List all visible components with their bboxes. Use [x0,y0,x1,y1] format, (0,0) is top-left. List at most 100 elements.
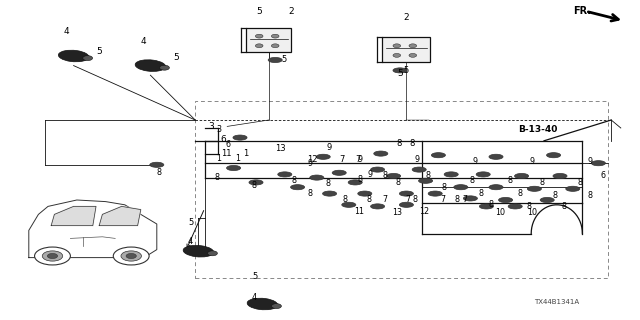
Text: 8: 8 [508,176,513,185]
Text: 8: 8 [413,196,418,204]
Ellipse shape [374,151,388,156]
Ellipse shape [566,186,580,191]
Text: B-13-40: B-13-40 [518,125,558,134]
Text: 8: 8 [562,202,567,211]
Text: 10: 10 [527,208,537,217]
Ellipse shape [489,185,503,190]
Text: 10: 10 [495,208,505,217]
Ellipse shape [454,185,468,190]
Text: 5: 5 [96,47,102,56]
Ellipse shape [489,154,503,159]
Ellipse shape [183,245,214,257]
Ellipse shape [527,186,541,191]
Ellipse shape [591,161,605,166]
Text: 6: 6 [600,172,605,180]
Circle shape [121,251,141,261]
Ellipse shape [399,191,413,196]
Circle shape [255,34,263,38]
Text: 8: 8 [578,178,583,187]
Ellipse shape [444,172,458,177]
Polygon shape [51,206,96,226]
Text: 7: 7 [463,196,468,204]
Text: 4: 4 [188,237,193,246]
Text: 8: 8 [517,189,522,198]
Text: 1: 1 [243,149,248,158]
Ellipse shape [399,202,413,207]
Ellipse shape [247,298,278,310]
Text: 12: 12 [419,207,429,216]
Ellipse shape [371,167,385,172]
Ellipse shape [227,165,241,171]
Ellipse shape [342,202,356,207]
Text: TX44B1341A: TX44B1341A [534,300,580,305]
Text: 3: 3 [216,125,221,134]
Circle shape [42,251,63,261]
Circle shape [393,53,401,57]
Ellipse shape [431,153,445,158]
Ellipse shape [499,197,513,203]
Text: 4: 4 [252,293,257,302]
Circle shape [409,53,417,57]
Ellipse shape [358,191,372,196]
Ellipse shape [323,191,337,196]
Text: 8: 8 [252,181,257,190]
Text: 8: 8 [396,178,401,187]
Text: 9: 9 [307,159,312,168]
Ellipse shape [291,185,305,190]
Text: 8: 8 [367,196,372,204]
Text: 5: 5 [173,53,179,62]
Text: 5: 5 [403,66,408,75]
Text: 11: 11 [354,207,364,216]
Ellipse shape [58,50,89,62]
Text: 8: 8 [540,178,545,187]
Text: 5: 5 [282,55,287,65]
Text: 8: 8 [410,140,415,148]
Text: 8: 8 [342,196,348,204]
Text: 4: 4 [141,37,147,46]
Text: 9: 9 [588,157,593,166]
Circle shape [159,65,170,70]
Bar [195,101,608,278]
Text: 11: 11 [221,149,231,158]
Ellipse shape [348,180,362,185]
Ellipse shape [316,154,330,159]
Text: 8: 8 [552,191,557,200]
Text: 5: 5 [189,218,194,227]
Text: 5: 5 [397,69,403,78]
Ellipse shape [547,153,561,158]
Ellipse shape [508,204,522,209]
Text: 13: 13 [392,208,403,217]
Text: 8: 8 [157,168,162,177]
Text: 8: 8 [488,200,493,209]
Circle shape [83,56,93,60]
Ellipse shape [135,60,166,71]
Text: 1: 1 [216,154,221,163]
Text: 6: 6 [226,140,231,149]
Ellipse shape [515,173,529,179]
Ellipse shape [412,167,426,172]
Text: 5: 5 [257,7,262,16]
Text: 9: 9 [530,157,535,166]
Ellipse shape [540,197,554,203]
Text: 7: 7 [440,196,445,204]
Ellipse shape [553,173,567,179]
Text: 9: 9 [357,156,362,164]
Text: 7: 7 [355,156,360,164]
Text: 8: 8 [307,189,312,198]
Text: 8: 8 [469,176,474,185]
Text: 13: 13 [275,144,286,153]
Text: 9: 9 [415,156,420,164]
Ellipse shape [268,58,282,63]
Text: 8: 8 [442,183,447,192]
Circle shape [113,247,149,265]
Text: 8: 8 [357,175,362,184]
Text: 8: 8 [214,173,220,182]
Ellipse shape [233,135,247,140]
Text: 12: 12 [307,156,317,164]
Text: 8: 8 [527,202,532,211]
Text: 8: 8 [426,172,431,180]
Text: 9: 9 [472,157,477,166]
Text: 5: 5 [253,272,258,281]
Circle shape [271,34,279,38]
Circle shape [126,253,136,259]
